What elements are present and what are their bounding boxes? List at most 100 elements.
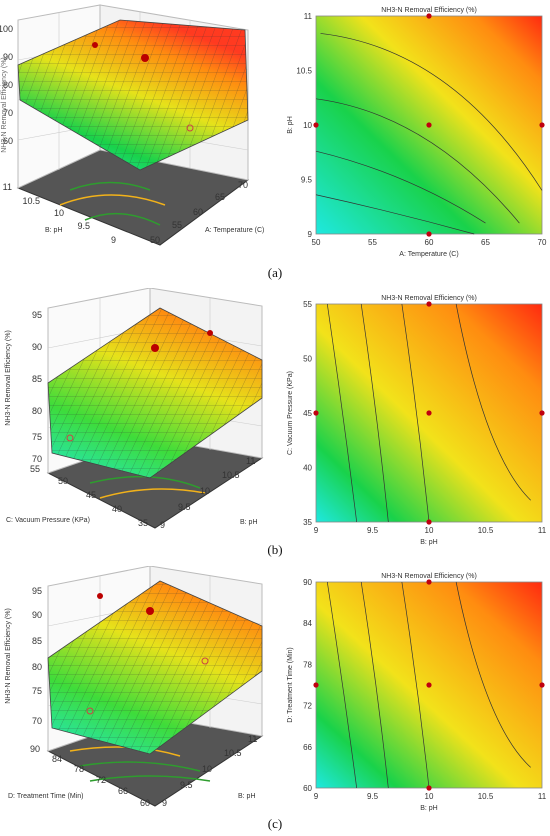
y-tick: 66 xyxy=(118,786,128,796)
z-tick: 60 xyxy=(3,136,13,146)
z-tick: 90 xyxy=(3,52,13,62)
x-tick: 9 xyxy=(314,792,319,801)
panel-b: 95 90 85 80 75 70 NH3-N Removal Efficien… xyxy=(0,288,550,563)
y-tick: 35 xyxy=(138,518,148,528)
x-tick: 9 xyxy=(160,520,165,530)
y-tick: 10.5 xyxy=(22,196,40,206)
y-tick: 72 xyxy=(96,775,106,785)
y-tick: 45 xyxy=(86,490,96,500)
design-point xyxy=(313,410,319,416)
z-tick: 100 xyxy=(0,24,13,34)
contour-line xyxy=(360,303,389,523)
z-tick: 70 xyxy=(32,716,42,726)
x-tick: 11 xyxy=(538,792,547,801)
contour-y-label: B: pH xyxy=(287,116,294,134)
x-tick: 9 xyxy=(314,526,319,535)
surface-plot-b: 95 90 85 80 75 70 NH3-N Removal Efficien… xyxy=(5,288,264,530)
y-tick: 9.5 xyxy=(77,221,90,231)
x-tick: 9.5 xyxy=(367,792,379,801)
y-tick: 9 xyxy=(111,235,116,245)
contour-line xyxy=(326,581,358,789)
y-tick: 55 xyxy=(30,464,40,474)
contour-line xyxy=(401,303,430,523)
contour-plot-a: 50 55 60 65 70 9 9.5 10 10.5 11 NH3-N Removal Effi… xyxy=(287,7,547,258)
panel-a: 100 90 80 70 60 NH3-N Removal Efficiency… xyxy=(0,0,550,283)
x-tick: 60 xyxy=(193,207,203,217)
z-axis-label: NH3-N Removal Efficiency (%) xyxy=(5,608,12,704)
contour-line xyxy=(455,581,531,768)
z-tick: 70 xyxy=(3,108,13,118)
contour-line xyxy=(455,303,531,501)
design-point xyxy=(426,785,432,791)
panel-label-c: (c) xyxy=(267,816,283,831)
y-axis-label: B: pH xyxy=(45,227,63,234)
z-tick: 70 xyxy=(32,454,42,464)
z-tick: 90 xyxy=(32,342,42,352)
x-tick: 70 xyxy=(538,238,547,247)
x-axis-label: B: pH xyxy=(240,519,258,526)
x-tick: 10 xyxy=(200,486,210,496)
x-tick: 10.5 xyxy=(222,470,240,480)
x-tick: 70 xyxy=(238,180,248,190)
contour-y-label: D: Treatment Time (Min) xyxy=(287,647,294,722)
contour-plot-c: 9 9.5 10 10.5 11 60 66 72 78 84 90 NH3-N Removal Ef… xyxy=(287,573,547,812)
y-tick: 40 xyxy=(112,504,122,514)
design-point xyxy=(313,682,319,688)
contour-line xyxy=(360,581,389,789)
y-tick: 90 xyxy=(303,578,312,587)
y-tick: 45 xyxy=(303,409,312,418)
x-tick: 10.5 xyxy=(478,526,494,535)
y-tick: 35 xyxy=(303,518,312,527)
panel-label-a: (a) xyxy=(267,265,283,280)
contour-line xyxy=(315,194,475,235)
y-tick: 78 xyxy=(303,660,312,669)
x-axis-label: B: pH xyxy=(238,793,256,800)
contour-y-label: C: Vacuum Pressure (KPa) xyxy=(287,371,294,455)
design-point xyxy=(539,410,545,416)
y-tick: 60 xyxy=(303,784,312,793)
x-tick: 11 xyxy=(538,526,547,535)
y-tick: 11 xyxy=(3,182,12,192)
x-tick: 55 xyxy=(368,238,377,247)
x-tick: 9.5 xyxy=(178,502,191,512)
y-tick: 72 xyxy=(303,702,312,711)
x-tick: 11 xyxy=(248,734,257,744)
design-point xyxy=(426,519,432,525)
design-point xyxy=(426,579,432,585)
design-point xyxy=(426,13,432,19)
contour-title: NH3-N Removal Efficiency (%) xyxy=(381,573,477,580)
design-point xyxy=(426,231,432,237)
z-tick: 95 xyxy=(32,586,42,596)
z-tick: 85 xyxy=(32,636,42,646)
x-tick: 10 xyxy=(425,792,434,801)
design-point xyxy=(313,122,319,128)
z-tick: 75 xyxy=(32,432,42,442)
x-tick: 9.5 xyxy=(180,780,193,790)
contour-title: NH3-N Removal Efficiency (%) xyxy=(381,295,477,302)
y-tick: 40 xyxy=(303,464,312,473)
z-tick: 80 xyxy=(3,80,13,90)
contour-line xyxy=(326,303,358,523)
x-tick: 55 xyxy=(172,220,182,230)
x-tick: 11 xyxy=(246,456,255,466)
x-tick: 50 xyxy=(150,235,160,245)
x-tick: 10 xyxy=(202,764,212,774)
y-tick: 84 xyxy=(303,619,312,628)
z-tick: 85 xyxy=(32,374,42,384)
design-point xyxy=(426,301,432,307)
y-tick: 9 xyxy=(308,230,313,239)
y-tick: 84 xyxy=(52,754,62,764)
y-axis-label: C: Vacuum Pressure (KPa) xyxy=(6,517,90,524)
contour-line xyxy=(315,150,486,224)
panel-c: 95 90 85 80 75 70 NH3-N Removal Efficien… xyxy=(0,566,550,836)
contour-x-label: B: pH xyxy=(420,805,438,812)
surface-plot-a: 100 90 80 70 60 NH3-N Removal Efficiency… xyxy=(0,4,264,246)
y-tick: 9.5 xyxy=(301,176,313,185)
x-tick: 9.5 xyxy=(367,526,379,535)
contour-title: NH3-N Removal Efficiency (%) xyxy=(381,7,477,14)
contour-x-label: A: Temperature (C) xyxy=(399,251,458,258)
y-tick: 10 xyxy=(54,208,64,218)
contour-line xyxy=(401,581,430,789)
y-tick: 90 xyxy=(30,744,40,754)
contour-line xyxy=(320,33,543,191)
